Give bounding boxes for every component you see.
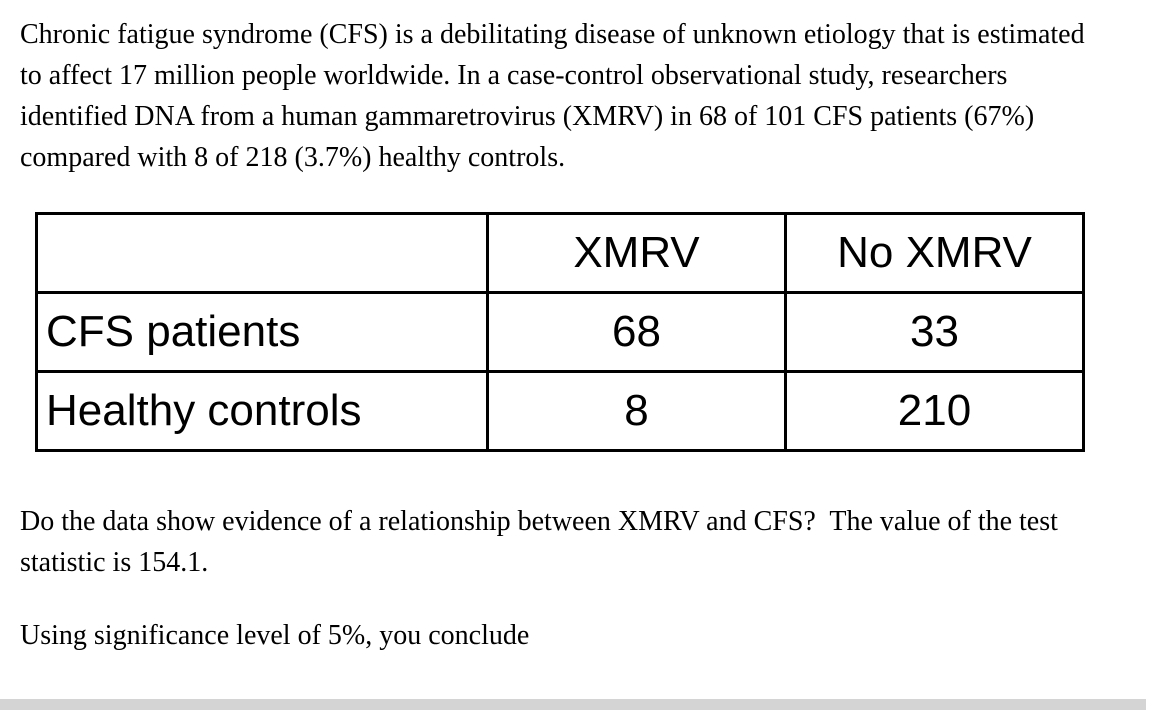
intro-paragraph: Chronic fatigue syndrome (CFS) is a debi…	[20, 19, 1092, 173]
contingency-table: XMRV No XMRV CFS patients 68 33 Healthy …	[35, 212, 1085, 452]
cell-healthy-no-xmrv: 210	[784, 370, 1085, 452]
header-empty-cell	[35, 212, 489, 294]
conclusion-prompt: Using significance level of 5%, you conc…	[20, 620, 530, 651]
row-label-healthy-controls: Healthy controls	[35, 370, 489, 452]
table-header-row: XMRV No XMRV	[35, 212, 1085, 294]
cell-healthy-xmrv: 8	[486, 370, 787, 452]
cell-cfs-xmrv: 68	[486, 291, 787, 373]
table-row-healthy-controls: Healthy controls 8 210	[35, 370, 1085, 452]
header-no-xmrv: No XMRV	[784, 212, 1085, 294]
question-paragraph: Do the data show evidence of a relations…	[20, 506, 1065, 578]
header-xmrv: XMRV	[486, 212, 787, 294]
table-row-cfs-patients: CFS patients 68 33	[35, 291, 1085, 373]
bottom-divider	[0, 699, 1146, 710]
row-label-cfs-patients: CFS patients	[35, 291, 489, 373]
cell-cfs-no-xmrv: 33	[784, 291, 1085, 373]
question-document: Chronic fatigue syndrome (CFS) is a debi…	[20, 19, 1092, 651]
